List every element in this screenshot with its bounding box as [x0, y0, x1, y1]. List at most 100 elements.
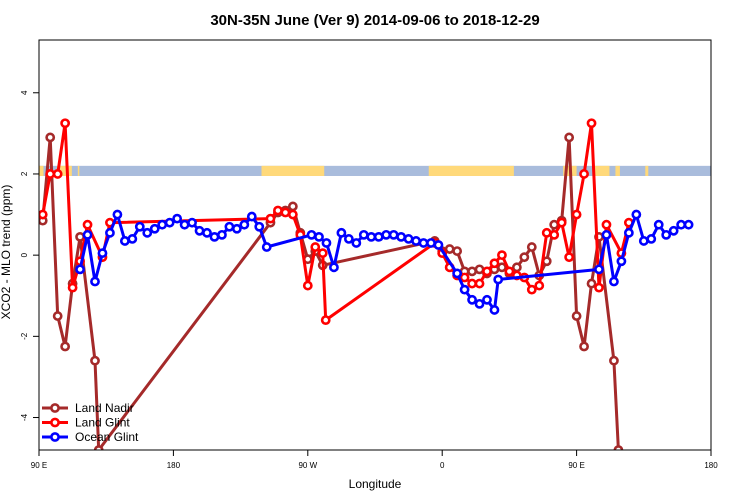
- data-point-ocean-glint: [321, 238, 332, 248]
- data-point-ocean-glint: [134, 221, 145, 232]
- data-point-land-nadir: [75, 231, 85, 242]
- data-point-ocean-glint: [75, 264, 85, 275]
- data-point-land-glint: [541, 227, 552, 238]
- data-point-ocean-glint: [683, 219, 694, 230]
- data-point-land-glint: [579, 169, 589, 179]
- data-point-ocean-glint: [149, 223, 160, 234]
- data-point-land-glint: [320, 315, 331, 325]
- data-point-ocean-glint: [209, 231, 220, 242]
- data-point-ocean-glint: [381, 229, 392, 240]
- data-point-ocean-glint: [653, 219, 664, 230]
- data-point-land-nadir: [579, 341, 589, 352]
- data-point-land-glint: [317, 248, 328, 259]
- data-point-land-nadir: [586, 278, 597, 289]
- data-point-ocean-glint: [467, 294, 477, 305]
- data-point-land-glint: [52, 169, 63, 179]
- data-point-ocean-glint: [661, 229, 672, 240]
- data-point-land-glint: [571, 209, 582, 220]
- data-point-ocean-glint: [426, 238, 436, 248]
- data-point-land-nadir: [287, 201, 298, 212]
- data-point-land-glint: [45, 169, 56, 179]
- data-point-ocean-glint: [254, 221, 265, 232]
- data-point-land-glint: [265, 213, 276, 224]
- data-point-ocean-glint: [668, 225, 679, 236]
- data-point-land-glint: [489, 258, 500, 269]
- data-point-land-glint: [474, 278, 485, 289]
- data-point-ocean-glint: [105, 227, 115, 238]
- data-point-ocean-glint: [646, 234, 657, 244]
- band-land-segment: [615, 165, 620, 176]
- data-point-ocean-glint: [336, 227, 347, 238]
- data-point-ocean-glint: [119, 236, 130, 246]
- y-axis: -4 -2 0 2 4: [20, 90, 39, 421]
- band-land-segment: [428, 165, 514, 176]
- data-point-ocean-glint: [179, 219, 190, 230]
- data-point-land-glint: [67, 282, 78, 293]
- data-point-ocean-glint: [217, 229, 227, 240]
- data-point-land-nadir: [526, 242, 537, 252]
- data-point-land-nadir: [444, 244, 455, 254]
- data-point-land-glint: [467, 278, 477, 289]
- data-point-ocean-glint: [623, 227, 634, 238]
- data-point-ocean-glint: [373, 231, 384, 242]
- data-point-land-nadir: [474, 264, 485, 275]
- data-point-land-nadir: [549, 219, 560, 230]
- chart-title: 30N-35N June (Ver 9) 2014-09-06 to 2018-…: [210, 12, 539, 29]
- data-point-land-glint: [280, 207, 291, 218]
- x-tick-label: 90 W: [298, 461, 317, 470]
- data-point-land-nadir: [519, 252, 530, 263]
- data-point-ocean-glint: [112, 209, 123, 220]
- data-point-land-glint: [504, 266, 515, 277]
- data-point-land-nadir: [609, 355, 619, 366]
- data-point-land-glint: [497, 250, 507, 261]
- data-point-ocean-glint: [202, 227, 212, 238]
- data-point-ocean-glint: [306, 229, 317, 240]
- legend-label: Land Nadir: [75, 401, 134, 415]
- data-point-ocean-glint: [246, 211, 257, 222]
- data-point-land-glint: [549, 229, 560, 240]
- data-point-ocean-glint: [224, 221, 235, 232]
- data-point-land-nadir: [571, 311, 582, 321]
- data-point-ocean-glint: [601, 229, 612, 240]
- data-point-ocean-glint: [459, 284, 470, 295]
- y-tick-label: -2: [20, 332, 29, 340]
- data-point-ocean-glint: [411, 236, 421, 246]
- band-land-segment: [645, 165, 649, 176]
- data-point-land-glint: [564, 252, 575, 263]
- data-point-ocean-glint: [127, 234, 138, 244]
- data-point-land-glint: [556, 217, 567, 228]
- data-point-land-glint: [82, 219, 93, 230]
- data-point-ocean-glint: [594, 264, 604, 275]
- x-tick-label: 180: [704, 461, 718, 470]
- series-line-land-glint: [41, 121, 631, 322]
- data-point-land-glint: [459, 272, 470, 283]
- data-point-land-nadir: [497, 262, 507, 273]
- data-point-ocean-glint: [638, 236, 649, 246]
- data-point-ocean-glint: [388, 229, 399, 240]
- legend-marker: [50, 432, 60, 442]
- legend-item-land-nadir: Land Nadir: [42, 401, 134, 415]
- data-point-land-nadir: [45, 132, 56, 143]
- data-point-land-nadir: [60, 341, 71, 352]
- data-point-ocean-glint: [433, 240, 444, 250]
- data-point-ocean-glint: [97, 248, 108, 259]
- series-land-glint: [39, 118, 634, 325]
- y-axis-label: XCO2 - MLO trend (ppm): [0, 185, 13, 320]
- data-point-land-glint: [39, 209, 48, 220]
- band-ocean: [39, 165, 711, 176]
- series-ocean-glint: [75, 209, 694, 315]
- data-point-ocean-glint: [329, 262, 339, 273]
- data-point-land-nadir: [564, 132, 575, 143]
- data-point-ocean-glint: [142, 227, 153, 238]
- data-point-ocean-glint: [676, 219, 687, 230]
- legend-marker: [50, 417, 60, 428]
- band-land-segment: [77, 165, 80, 176]
- y-tick-label: -4: [20, 413, 29, 421]
- plot-frame: [38, 39, 712, 451]
- data-point-ocean-glint: [631, 209, 642, 220]
- data-point-ocean-glint: [194, 225, 205, 236]
- data-point-ocean-glint: [261, 242, 272, 252]
- data-point-ocean-glint: [231, 223, 242, 234]
- x-tick-label: 90 E: [568, 461, 584, 470]
- data-point-land-nadir: [511, 262, 522, 273]
